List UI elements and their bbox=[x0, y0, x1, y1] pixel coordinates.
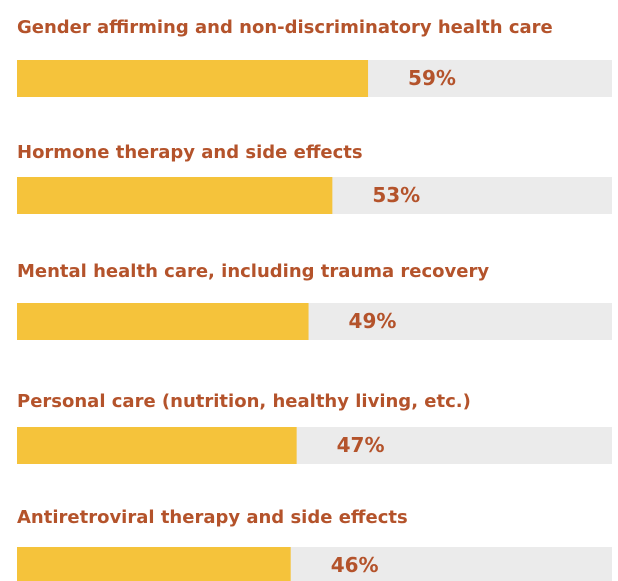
value-label: 53% bbox=[372, 183, 420, 207]
bar bbox=[17, 177, 333, 214]
bar bbox=[17, 60, 369, 97]
value-label: 47% bbox=[337, 433, 385, 457]
category-label: Antiretroviral therapy and side effects bbox=[17, 507, 408, 528]
category-label: Mental health care, including trauma rec… bbox=[17, 261, 489, 282]
bar bbox=[17, 303, 309, 340]
value-label: 46% bbox=[331, 553, 379, 577]
category-label: Hormone therapy and side effects bbox=[17, 142, 363, 163]
category-label: Gender affirming and non-discriminatory … bbox=[17, 17, 553, 38]
bar bbox=[17, 427, 297, 464]
value-label: 49% bbox=[349, 309, 397, 333]
bar bbox=[17, 547, 291, 581]
category-label: Personal care (nutrition, healthy living… bbox=[17, 391, 471, 412]
value-label: 59% bbox=[408, 66, 456, 90]
